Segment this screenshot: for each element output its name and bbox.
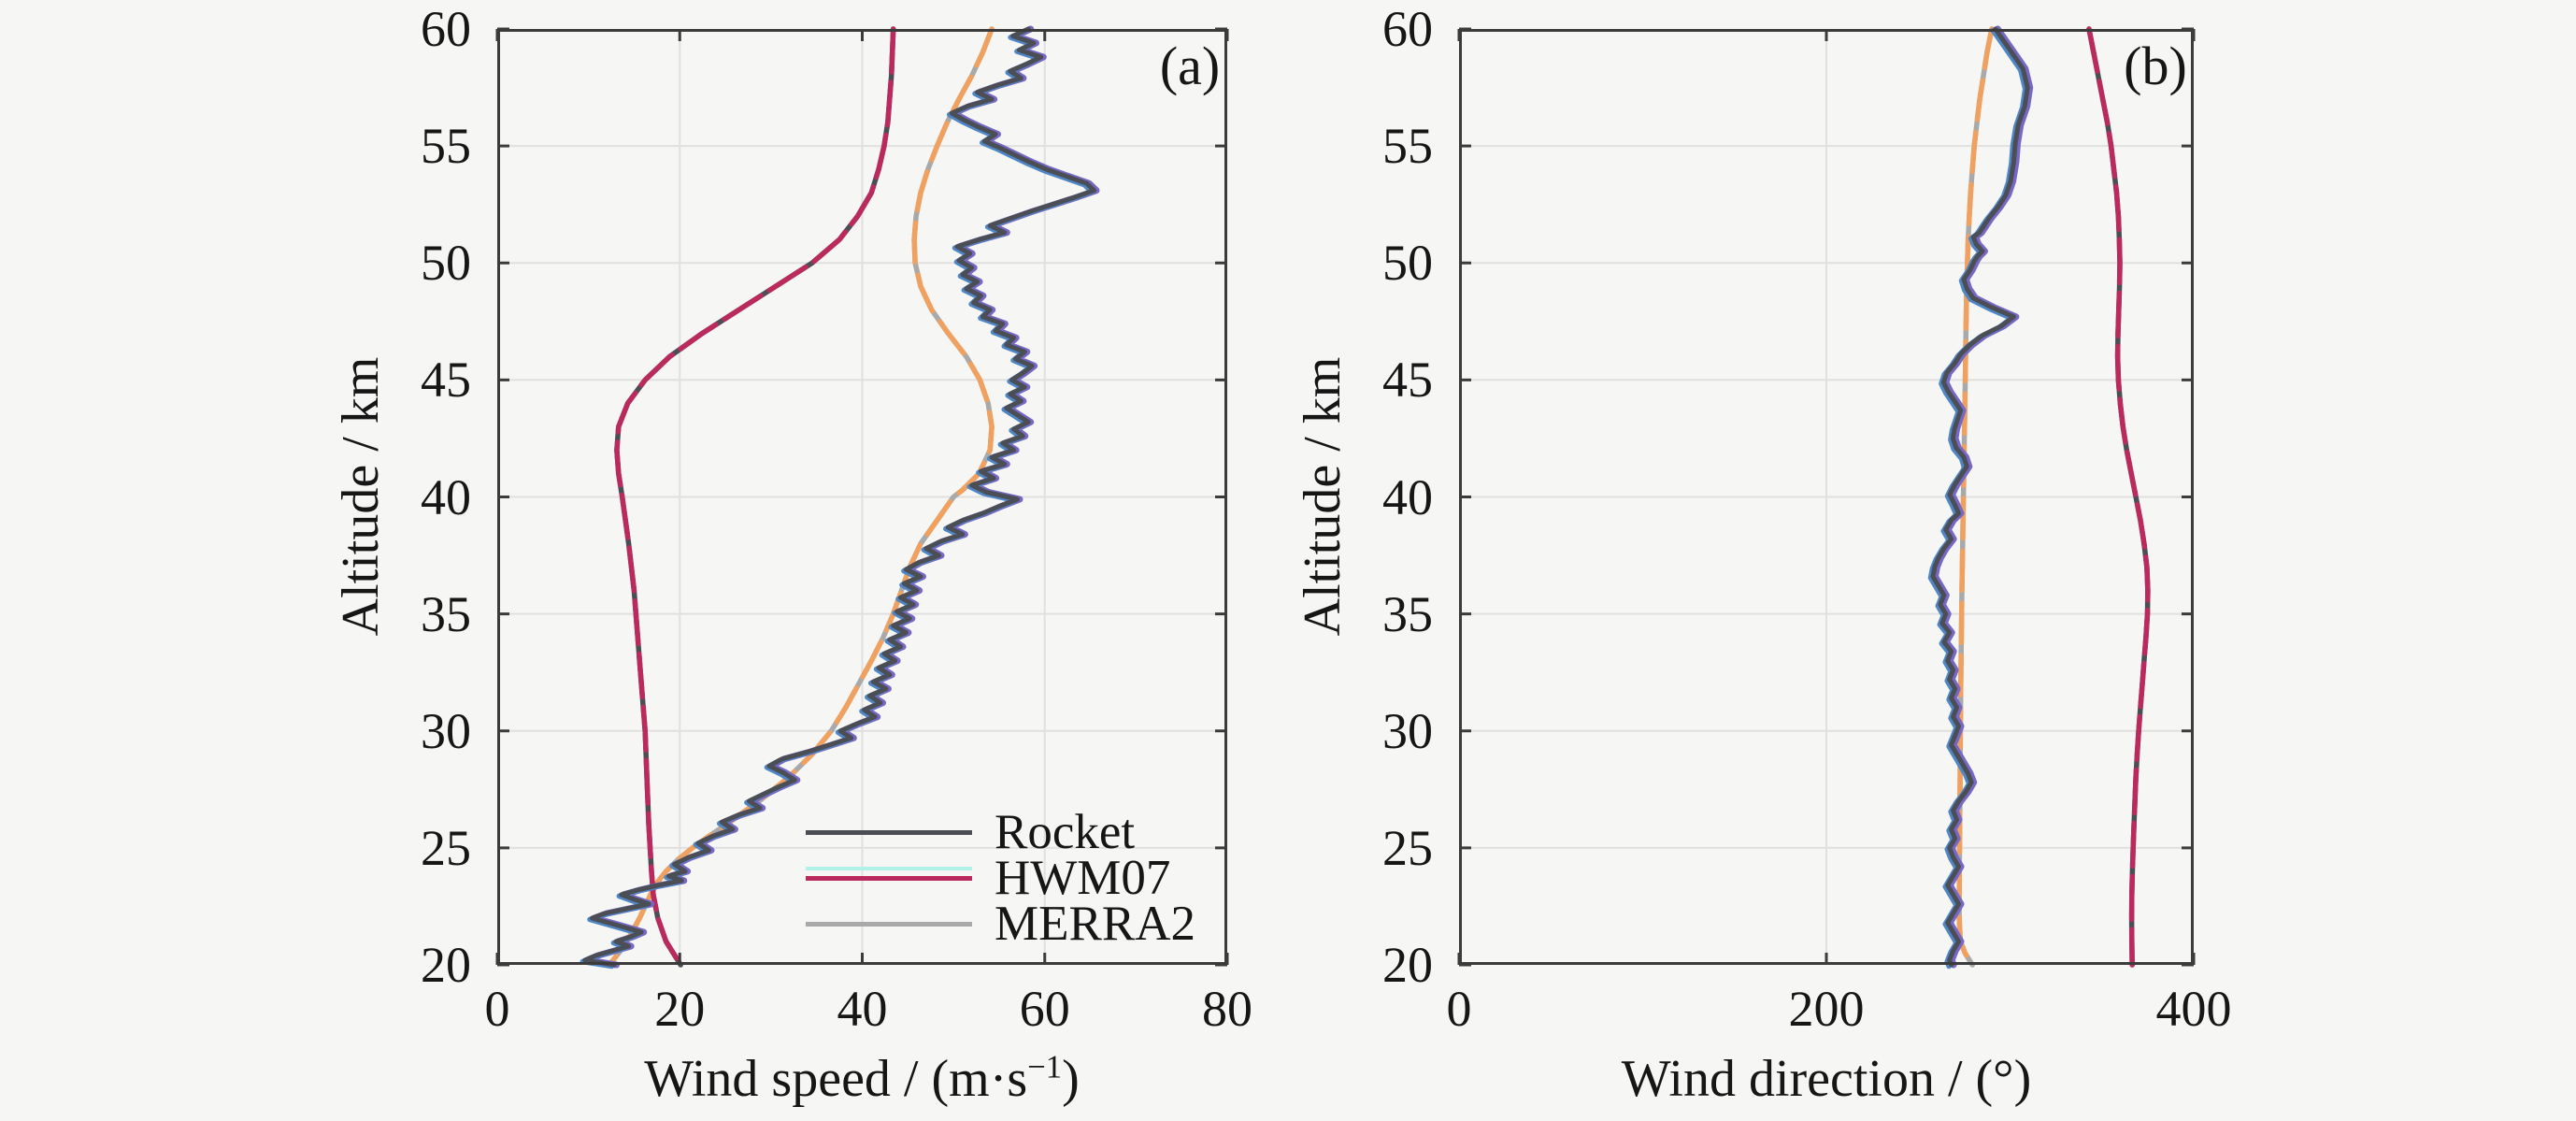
x-tick-label: 60 <box>1019 981 1070 1037</box>
legend-row-hwm07: HWM07 <box>806 851 1195 905</box>
x-tick-label: 200 <box>1788 981 1865 1037</box>
y-tick-label: 20 <box>421 937 471 993</box>
legend: Rocket HWM07 MERRA2 <box>806 805 1195 951</box>
series-hwm07 <box>614 26 896 968</box>
y-tick-label: 25 <box>421 819 471 876</box>
y-tick-label: 35 <box>1382 585 1433 642</box>
legend-row-rocket: Rocket <box>806 805 1195 859</box>
y-tick-label: 50 <box>421 235 471 292</box>
y-tick-label: 55 <box>1382 118 1433 175</box>
x-axis-title-a-text: Wind speed / (m·s <box>644 1050 1028 1108</box>
plot-a <box>495 25 1229 970</box>
panel-label-a: (a) <box>1159 36 1221 96</box>
plot-frame <box>497 29 1227 965</box>
series-rocket <box>1930 26 2030 968</box>
x-tick-label: 20 <box>654 981 706 1037</box>
x-tick-label: 0 <box>484 981 510 1037</box>
x-axis-title-a: Wind speed / (m·s−1) <box>644 1048 1080 1109</box>
legend-label-rocket: Rocket <box>995 805 1136 859</box>
y-tick-label: 55 <box>421 118 471 175</box>
y-tick-label: 60 <box>421 1 471 57</box>
x-tick-label: 80 <box>1202 981 1252 1037</box>
y-tick-label: 50 <box>1382 235 1433 292</box>
y-tick-label: 30 <box>421 702 471 759</box>
y-tick-label: 45 <box>1382 352 1433 409</box>
y-axis-title-b: Altitude / km <box>1294 356 1352 637</box>
y-tick-label: 40 <box>1382 468 1433 525</box>
y-tick-label: 40 <box>421 468 471 525</box>
x-axis-title-b-text: Wind direction / (°) <box>1621 1050 2032 1108</box>
x-axis-title-a-sup: −1 <box>1027 1048 1063 1085</box>
legend-row-merra2: MERRA2 <box>806 897 1195 951</box>
x-tick-label: 0 <box>1446 981 1472 1037</box>
y-tick-label: 35 <box>421 585 471 642</box>
x-axis-title-a-close: ) <box>1062 1050 1080 1108</box>
y-tick-label: 30 <box>1382 702 1433 759</box>
legend-label-hwm07: HWM07 <box>995 851 1171 905</box>
hwm07-line-swatch <box>806 855 972 901</box>
y-tick-label: 45 <box>421 352 471 409</box>
x-tick-label: 400 <box>2155 981 2232 1037</box>
panel-label-b: (b) <box>2124 36 2187 96</box>
series-hwm07 <box>2086 26 2151 968</box>
x-axis-title-b: Wind direction / (°) <box>1621 1050 2032 1109</box>
merra2-line-swatch <box>806 901 972 947</box>
series-merra2 <box>607 26 995 968</box>
legend-label-merra2: MERRA2 <box>995 897 1195 951</box>
rocket-line-swatch <box>806 810 972 855</box>
y-tick-label: 25 <box>1382 819 1433 876</box>
x-tick-label: 40 <box>837 981 888 1037</box>
series-merra2 <box>1956 26 1995 968</box>
y-axis-title-a: Altitude / km <box>332 356 390 637</box>
plot-frame <box>1459 29 2194 965</box>
y-tick-label: 20 <box>1382 937 1433 993</box>
plot-b <box>1457 25 2196 970</box>
series-rocket <box>582 26 1096 968</box>
y-tick-label: 60 <box>1382 1 1433 57</box>
